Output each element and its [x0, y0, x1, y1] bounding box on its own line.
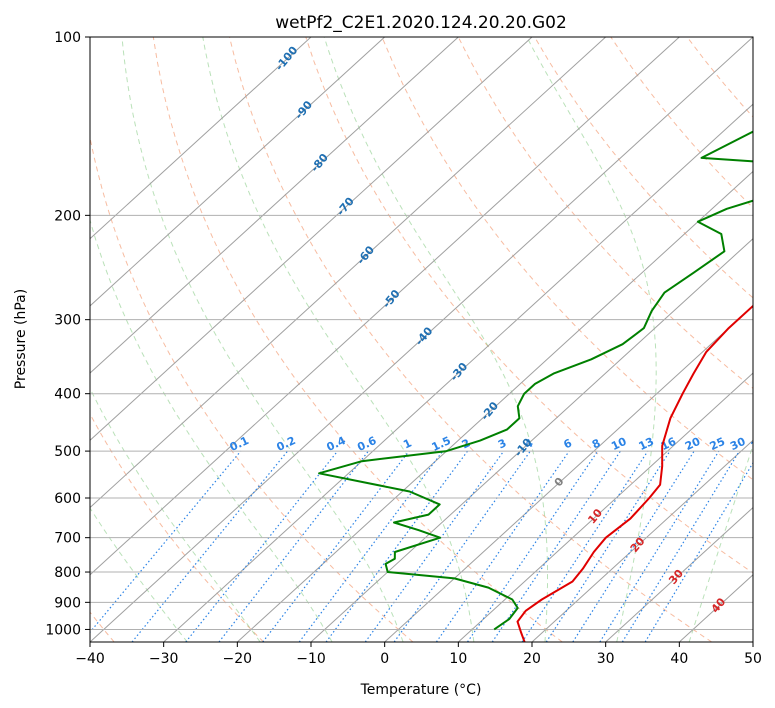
x-axis-label: Temperature (°C) — [360, 682, 482, 698]
moist-adiabat — [90, 387, 261, 642]
y-tick-label: 400 — [54, 387, 81, 403]
axes: −40 −30 −20 −10 0 10 20 30 40 50 100 200 300 400 500 60… — [45, 30, 762, 667]
isotherm-line — [457, 372, 753, 642]
y-tick-label: 900 — [54, 595, 81, 611]
dry-adiabat — [763, 37, 775, 642]
isotherm-line — [90, 37, 386, 307]
y-tick-label: 800 — [54, 565, 81, 581]
mixing-ratio-line — [435, 450, 570, 642]
isotherm-line — [531, 439, 753, 642]
mixing-ratio-label: 13 — [637, 435, 656, 453]
isotherm-line — [90, 37, 459, 374]
isotherm-line — [752, 641, 753, 642]
isotherm-line — [90, 37, 533, 442]
isotherm-line — [90, 37, 607, 509]
y-tick-label: 700 — [54, 531, 81, 547]
mixing-ratio-label: 10 — [609, 435, 629, 453]
x-tick-label: −20 — [223, 651, 253, 667]
x-tick-label: 30 — [597, 651, 615, 667]
isotherm-line — [605, 506, 753, 642]
mixing-ratio-label: 6 — [561, 436, 574, 451]
isotherm-line — [90, 37, 753, 642]
dry-adiabat — [686, 37, 753, 118]
mixing-ratio-label: 8 — [590, 436, 602, 451]
moist-adiabat — [323, 37, 548, 642]
mixing-ratio-line — [218, 450, 369, 642]
isotherm-line — [384, 305, 753, 642]
temperature-profile — [516, 304, 753, 642]
mixing-ratio-line — [262, 450, 410, 642]
isotherm-line — [90, 37, 680, 576]
mixing-ratio-line — [621, 450, 740, 642]
y-tick-label: 300 — [54, 313, 81, 329]
mixing-ratio-line — [364, 450, 505, 642]
mixing-ratio-label: 3 — [496, 436, 508, 451]
mixing-ratio-line — [599, 450, 720, 642]
x-tick-label: 20 — [523, 651, 541, 667]
mixing-ratio-line — [90, 450, 242, 634]
x-tick-label: 50 — [744, 651, 762, 667]
mixing-ratio-line — [572, 450, 695, 642]
isotherm-line — [236, 170, 753, 642]
dry-adiabat — [90, 412, 264, 642]
isotherm-line — [163, 103, 753, 642]
isotherm-label: -100 — [273, 44, 301, 74]
chart-title: wetPf2_C2E1.2020.124.20.20.G02 — [275, 13, 567, 33]
isotherm-line — [310, 237, 753, 642]
moist-adiabat — [90, 218, 333, 642]
mixing-ratio-label: 30 — [728, 435, 748, 453]
dry-adiabat — [305, 37, 753, 574]
mixing-ratio-line — [545, 450, 671, 642]
moist-adiabat — [121, 37, 404, 642]
y-tick-label: 100 — [54, 30, 81, 46]
y-tick-label: 500 — [54, 444, 81, 460]
moist-adiabat — [202, 37, 475, 642]
mixing-ratio-label: 20 — [683, 435, 703, 453]
y-tick-label: 200 — [54, 208, 81, 224]
dry-adiabat — [152, 37, 563, 642]
dry-adiabat — [534, 37, 753, 299]
mixing-ratio-line — [467, 450, 599, 642]
dry-adiabat — [229, 37, 712, 642]
plot-area: 0.1 0.2 0.4 0.6 1 1.5 2 3 4 6 8 10 13 16 20 25 30 36-100-… — [90, 37, 775, 642]
moist-adiabat — [688, 443, 753, 642]
mixing-ratio-label: 36 — [749, 435, 769, 453]
dewpoint-profile — [318, 130, 753, 631]
dry-adiabat — [457, 37, 753, 389]
y-tick-label: 1000 — [45, 622, 81, 638]
mixing-ratio-line — [644, 461, 753, 642]
plot-frame — [89, 36, 754, 643]
mixing-ratio-line — [131, 450, 289, 642]
mixing-ratio-line — [393, 450, 531, 642]
x-tick-label: −40 — [75, 651, 105, 667]
x-tick-label: 40 — [670, 651, 688, 667]
x-tick-label: 0 — [380, 651, 389, 667]
y-axis-label: Pressure (hPa) — [13, 289, 29, 389]
x-tick-label: −30 — [149, 651, 179, 667]
x-tick-label: 10 — [449, 651, 467, 667]
x-tick-label: −10 — [296, 651, 326, 667]
mixing-ratio-line — [298, 450, 444, 642]
isotherm-line — [90, 37, 312, 240]
y-tick-label: 600 — [54, 491, 81, 507]
mixing-ratio-line — [185, 450, 339, 642]
mixing-ratio-label: 25 — [708, 435, 727, 453]
